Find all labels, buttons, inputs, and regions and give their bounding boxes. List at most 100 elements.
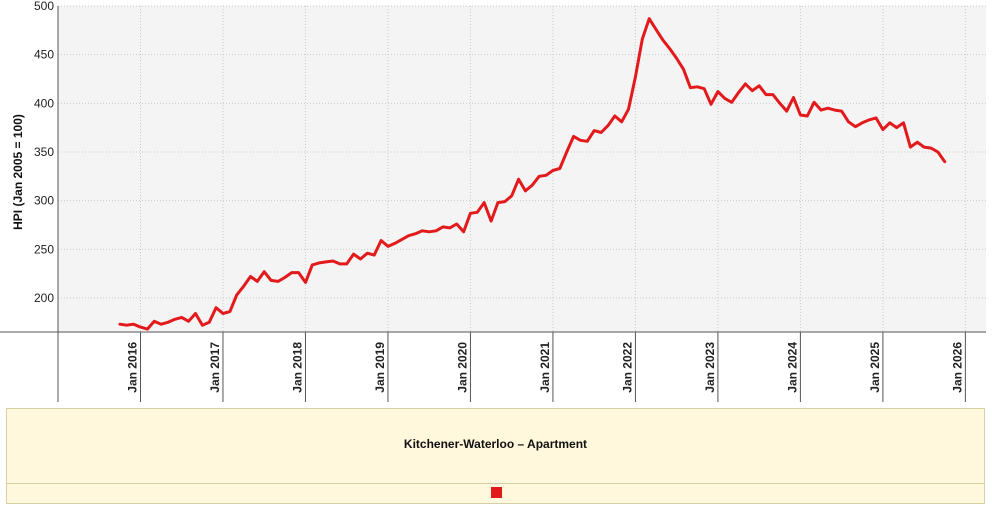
data-point bbox=[840, 110, 843, 112]
data-point bbox=[861, 122, 864, 124]
data-point bbox=[916, 141, 919, 143]
data-point bbox=[318, 262, 321, 264]
data-point bbox=[394, 242, 396, 245]
data-point bbox=[847, 121, 850, 123]
data-point bbox=[827, 107, 829, 109]
legend-swatch-icon[interactable] bbox=[491, 487, 502, 498]
data-point bbox=[930, 147, 932, 149]
data-point bbox=[744, 83, 747, 85]
data-point bbox=[655, 28, 657, 31]
data-point bbox=[751, 89, 754, 92]
data-point bbox=[531, 184, 534, 186]
data-point bbox=[765, 93, 767, 96]
data-point bbox=[414, 232, 417, 235]
data-point bbox=[779, 102, 781, 105]
data-point bbox=[277, 280, 279, 283]
data-point bbox=[634, 76, 637, 78]
grid-lines bbox=[58, 5, 986, 402]
y-tick-label: 250 bbox=[34, 242, 54, 256]
data-point bbox=[229, 310, 231, 313]
data-point bbox=[785, 110, 788, 112]
x-tick-labels: Jan 2016 Jan 2017 Jan 2018 Jan 2019 Jan 2020… bbox=[125, 342, 964, 393]
data-point bbox=[689, 86, 692, 89]
data-point bbox=[854, 125, 857, 128]
data-point bbox=[428, 231, 431, 233]
data-point bbox=[297, 271, 300, 274]
data-point bbox=[497, 201, 499, 204]
x-tick-label: Jan 2024 bbox=[785, 342, 799, 393]
data-point bbox=[174, 318, 176, 321]
x-tick-label: Jan 2022 bbox=[620, 342, 634, 393]
y-tick-label: 300 bbox=[34, 194, 54, 208]
data-point bbox=[449, 227, 451, 229]
data-point bbox=[868, 119, 870, 121]
data-point bbox=[895, 126, 898, 129]
data-point bbox=[373, 254, 376, 256]
data-point bbox=[806, 115, 809, 117]
data-point bbox=[490, 220, 492, 222]
x-tick-label: Jan 2017 bbox=[208, 342, 222, 393]
data-point bbox=[675, 57, 678, 60]
data-point bbox=[510, 195, 513, 197]
data-point bbox=[400, 238, 403, 241]
data-point bbox=[311, 264, 314, 266]
data-point bbox=[593, 129, 595, 132]
data-point bbox=[462, 231, 465, 233]
data-point bbox=[813, 101, 815, 104]
y-tick-label: 200 bbox=[34, 291, 54, 305]
chart-title: Kitchener-Waterloo – Apartment bbox=[403, 437, 588, 451]
data-point bbox=[421, 230, 424, 232]
data-point bbox=[339, 263, 341, 265]
data-point bbox=[902, 122, 905, 124]
data-point bbox=[160, 323, 162, 326]
x-tick-label: Jan 2020 bbox=[455, 342, 469, 393]
data-point bbox=[469, 212, 472, 215]
data-point bbox=[263, 270, 266, 273]
data-point bbox=[167, 321, 169, 324]
data-point bbox=[620, 121, 623, 123]
data-point bbox=[380, 239, 382, 242]
data-point bbox=[538, 175, 540, 178]
data-point bbox=[325, 261, 327, 263]
data-point bbox=[270, 279, 272, 282]
data-point bbox=[730, 101, 733, 104]
data-point bbox=[799, 114, 802, 116]
y-axis-title: HPI (Jan 2005 = 100) bbox=[11, 114, 25, 230]
data-point bbox=[641, 38, 644, 40]
data-point bbox=[703, 87, 705, 90]
data-point bbox=[180, 316, 183, 319]
data-point bbox=[504, 200, 506, 203]
data-point bbox=[304, 281, 307, 284]
data-point bbox=[552, 169, 554, 172]
data-point bbox=[352, 253, 355, 255]
data-point bbox=[545, 174, 547, 177]
x-tick-label: Jan 2021 bbox=[538, 342, 552, 393]
data-point bbox=[455, 223, 458, 225]
data-point bbox=[125, 324, 128, 327]
data-point bbox=[923, 146, 925, 148]
data-point bbox=[717, 90, 719, 93]
y-tick-labels: 200 250 300 350 400 450 500 bbox=[34, 0, 54, 305]
data-point bbox=[345, 263, 348, 265]
data-point bbox=[607, 124, 609, 127]
data-point bbox=[476, 211, 479, 214]
data-point bbox=[772, 93, 774, 96]
x-tick-label: Jan 2019 bbox=[373, 342, 387, 393]
data-point bbox=[208, 321, 210, 324]
data-point bbox=[944, 160, 946, 163]
data-point bbox=[235, 294, 238, 296]
data-point bbox=[882, 128, 884, 131]
data-point bbox=[435, 230, 437, 232]
data-point bbox=[662, 39, 664, 41]
y-tick-label: 350 bbox=[34, 145, 54, 159]
data-point bbox=[249, 275, 252, 278]
data-point bbox=[834, 109, 836, 111]
x-tick-label: Jan 2026 bbox=[950, 342, 964, 393]
data-point bbox=[682, 68, 685, 71]
series-points bbox=[119, 17, 946, 330]
legend-row bbox=[6, 484, 985, 504]
data-point bbox=[572, 135, 575, 138]
data-point bbox=[586, 140, 589, 143]
x-tick-label: Jan 2018 bbox=[290, 342, 304, 393]
data-point bbox=[407, 234, 410, 237]
